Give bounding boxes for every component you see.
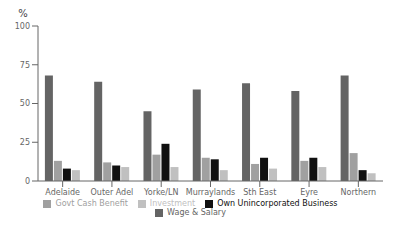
svg-text:Murraylands: Murraylands [186,188,236,197]
svg-text:Northern: Northern [341,188,377,197]
svg-text:25: 25 [20,138,30,147]
html-text:Investment: Investment [149,199,196,208]
svg-text:100: 100 [15,22,30,31]
svg-text:Outer Adel: Outer Adel [91,188,134,197]
svg-text:Eyre: Eyre [300,188,318,197]
svg-text:Yorke/LN: Yorke/LN [143,188,178,197]
html-text:Wage & Salary: Wage & Salary [167,208,226,217]
html-text:Govt Cash Benefit: Govt Cash Benefit [55,199,128,208]
svg-text:Adelaide: Adelaide [45,188,80,197]
svg-text:Sth East: Sth East [243,188,276,197]
svg-text:0: 0 [25,177,30,186]
svg-text:75: 75 [20,61,30,70]
html-text:Own Unincorporated Business: Own Unincorporated Business [217,199,338,208]
svg-text:%: % [18,8,28,19]
svg-text:50: 50 [20,99,30,108]
